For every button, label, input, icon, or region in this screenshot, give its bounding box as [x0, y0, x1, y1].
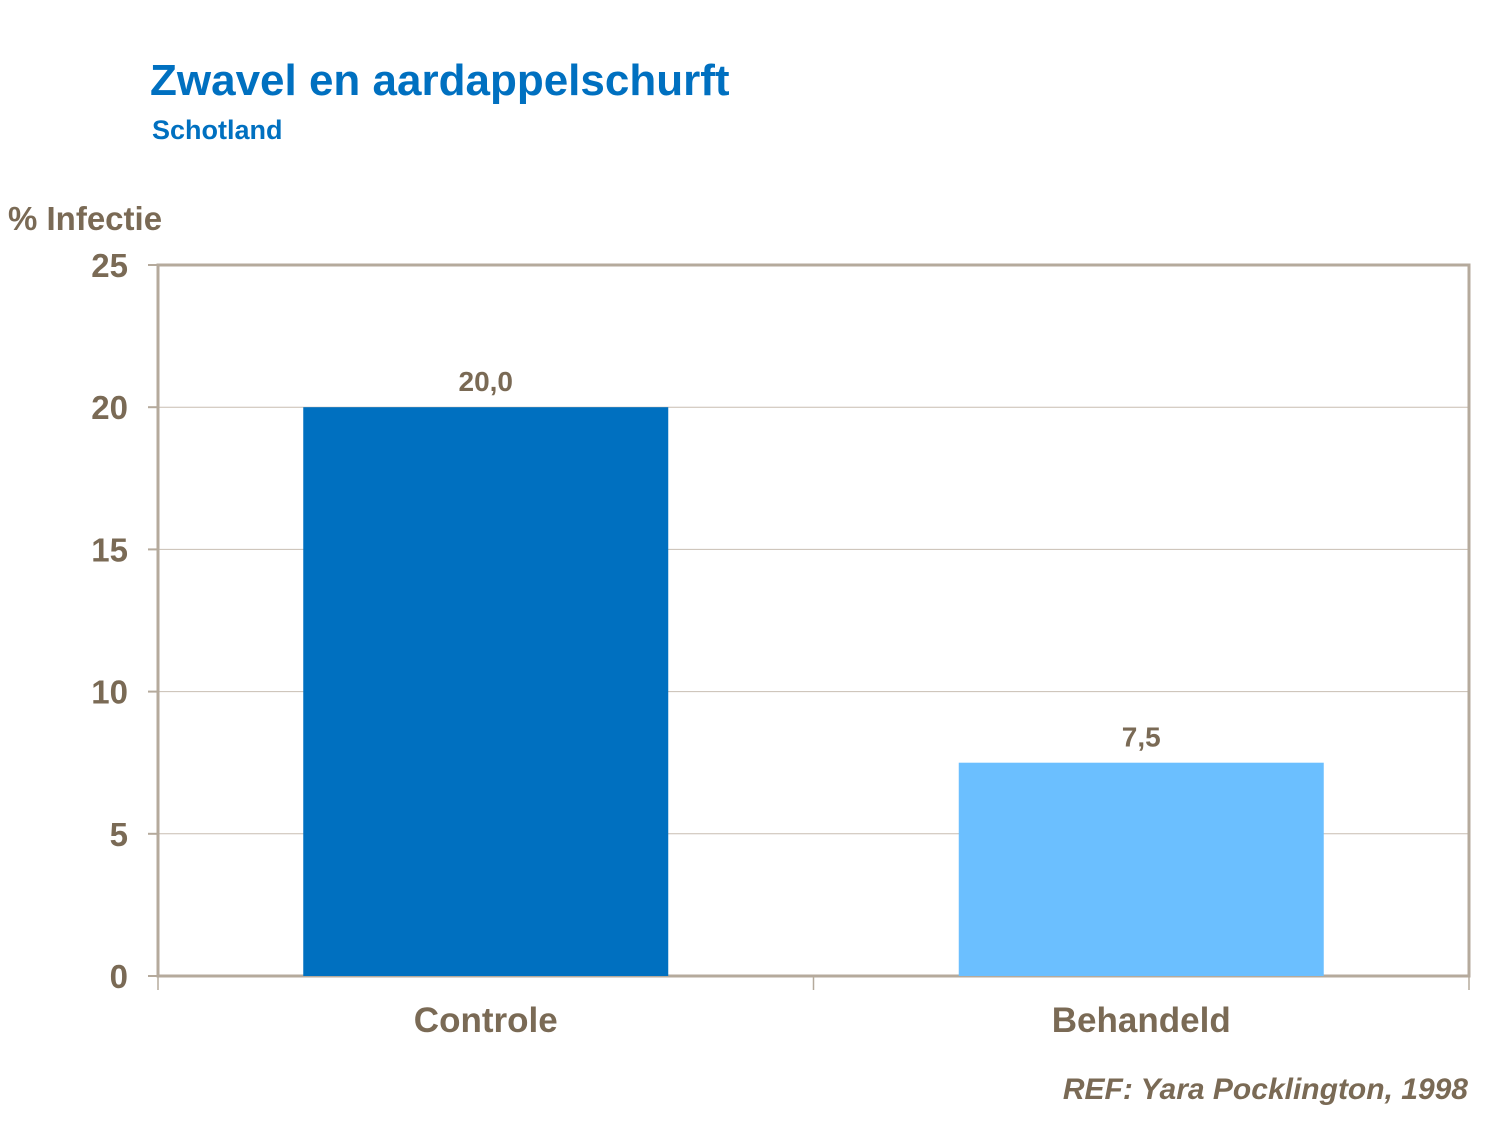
- x-tick-label: Controle: [414, 1001, 558, 1040]
- y-axis-label: % Infectie: [8, 200, 163, 237]
- x-tick-label: Behandeld: [1052, 1001, 1231, 1040]
- source-reference: REF: Yara Pocklington, 1998: [1062, 1073, 1468, 1106]
- y-tick-label: 10: [91, 674, 128, 711]
- y-tick-label: 5: [110, 816, 128, 853]
- bar-behandeld: [958, 762, 1324, 976]
- y-tick-label: 15: [91, 531, 128, 568]
- chart-title: Zwavel en aardappelschurft: [150, 56, 730, 105]
- data-label: 7,5: [1122, 722, 1161, 753]
- y-tick-label: 25: [91, 247, 128, 284]
- chart-subtitle: Schotland: [152, 115, 283, 145]
- bar-controle: [303, 407, 669, 976]
- y-tick-label: 0: [110, 958, 128, 995]
- data-label: 20,0: [459, 366, 514, 397]
- y-tick-label: 20: [91, 389, 128, 426]
